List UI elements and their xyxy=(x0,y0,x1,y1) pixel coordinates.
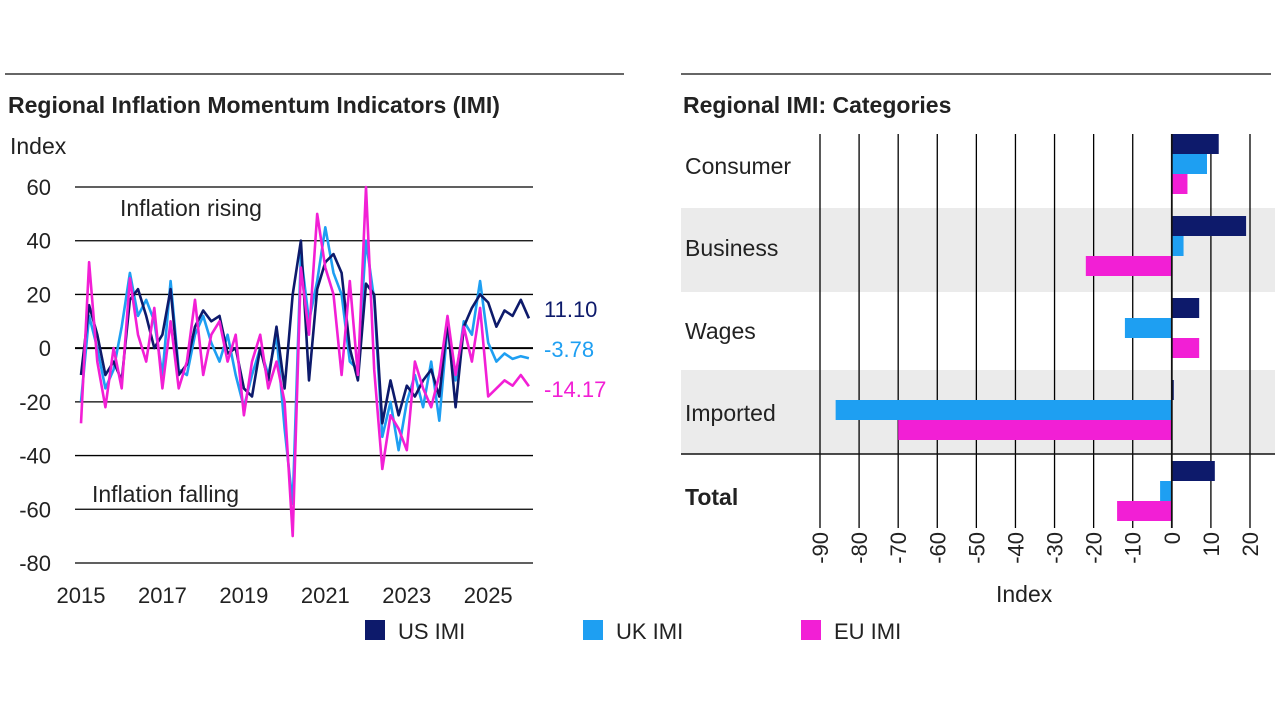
left-x-tick: 2017 xyxy=(138,583,187,608)
left-x-tick: 2019 xyxy=(219,583,268,608)
bar-wages-us xyxy=(1171,298,1200,318)
left-series-lines xyxy=(79,185,531,538)
bar-wages-uk xyxy=(1124,318,1172,338)
bar-consumer-us xyxy=(1171,134,1219,154)
category-label-imported: Imported xyxy=(685,400,776,426)
left-x-tick: 2015 xyxy=(57,583,106,608)
left-y-tick: -20 xyxy=(19,390,51,415)
bar-consumer-eu xyxy=(1171,174,1188,194)
right-x-tick: -10 xyxy=(1121,532,1146,564)
left-gridlines xyxy=(75,186,533,564)
right-x-tick: 20 xyxy=(1238,532,1263,556)
bar-business-eu xyxy=(1085,256,1172,276)
bar-wages-eu xyxy=(1171,338,1200,358)
left-y-tick: -60 xyxy=(19,497,51,522)
bar-imported-eu xyxy=(898,420,1172,440)
right-x-tick-labels: -90 -80 -70 -60 -50 -40 -30 -20 -10 0 10 20 xyxy=(808,532,1263,564)
left-y-axis-label: Index xyxy=(10,133,67,159)
category-label-business: Business xyxy=(685,235,778,261)
bar-consumer-uk xyxy=(1171,154,1207,174)
left-x-tick: 2023 xyxy=(382,583,431,608)
legend-swatch-us xyxy=(365,620,385,640)
uk-imi-line xyxy=(79,226,530,506)
right-x-tick: -20 xyxy=(1082,532,1107,564)
right-x-axis-label: Index xyxy=(996,581,1053,607)
left-y-tick: -80 xyxy=(19,551,51,576)
left-x-tick: 2021 xyxy=(301,583,350,608)
bar-imported-us xyxy=(1171,380,1174,400)
uk-end-value-label: -3.78 xyxy=(544,337,594,362)
right-chart: Regional IMI: Categories Consumer Busine… xyxy=(681,73,1275,607)
eu-end-value-label: -14.17 xyxy=(544,377,606,402)
legend-swatch-uk xyxy=(583,620,603,640)
left-y-tick: -40 xyxy=(19,444,51,469)
right-bars xyxy=(835,134,1247,521)
bar-total-eu xyxy=(1117,501,1172,521)
right-x-tick: -70 xyxy=(886,532,911,564)
legend-label-eu: EU IMI xyxy=(834,619,901,644)
legend-swatch-eu xyxy=(801,620,821,640)
right-chart-title: Regional IMI: Categories xyxy=(683,92,951,118)
right-x-tick: 0 xyxy=(1160,532,1185,544)
right-x-tick: -40 xyxy=(1003,532,1028,564)
inflation-falling-label: Inflation falling xyxy=(92,481,239,507)
right-x-tick: -60 xyxy=(925,532,950,564)
left-y-tick: 0 xyxy=(39,336,51,361)
left-chart-title: Regional Inflation Momentum Indicators (… xyxy=(8,92,500,118)
legend: US IMI UK IMI EU IMI xyxy=(365,619,901,644)
left-chart: Regional Inflation Momentum Indicators (… xyxy=(5,73,624,608)
right-x-tick: -30 xyxy=(1043,532,1068,564)
bar-business-uk xyxy=(1171,236,1184,256)
legend-label-uk: UK IMI xyxy=(616,619,683,644)
left-x-tick: 2025 xyxy=(464,583,513,608)
bar-imported-uk xyxy=(835,400,1172,420)
left-y-tick: 20 xyxy=(27,282,51,307)
left-y-tick: 40 xyxy=(27,229,51,254)
right-x-tick: -90 xyxy=(808,532,833,564)
left-y-tick-labels: 60 40 20 0 -20 -40 -60 -80 xyxy=(19,175,51,576)
us-end-value-label: 11.10 xyxy=(544,297,597,322)
left-y-tick: 60 xyxy=(27,175,51,200)
bar-business-us xyxy=(1171,216,1247,236)
category-label-total: Total xyxy=(685,484,738,510)
right-x-tick: -80 xyxy=(847,532,872,564)
eu-imi-line xyxy=(79,185,530,538)
right-x-tick: -50 xyxy=(964,532,989,564)
bar-total-us xyxy=(1171,461,1215,481)
category-label-consumer: Consumer xyxy=(685,153,791,179)
left-x-tick-labels: 2015 2017 2019 2021 2023 2025 xyxy=(57,583,513,608)
legend-label-us: US IMI xyxy=(398,619,465,644)
bar-total-uk xyxy=(1160,481,1172,501)
right-x-tick: 10 xyxy=(1199,532,1224,556)
inflation-rising-label: Inflation rising xyxy=(120,195,262,221)
category-label-wages: Wages xyxy=(685,318,756,344)
